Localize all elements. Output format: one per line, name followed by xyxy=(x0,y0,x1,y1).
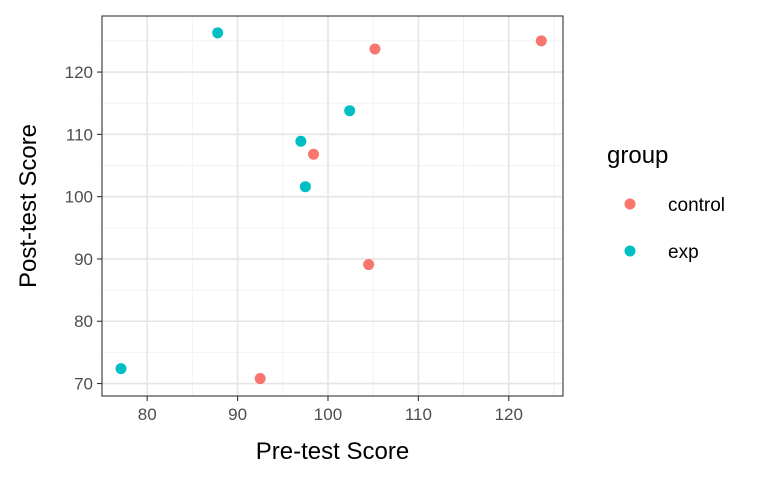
x-tick-label: 120 xyxy=(495,405,523,424)
data-point-exp xyxy=(299,181,311,193)
data-point-exp xyxy=(212,27,224,39)
y-axis-title: Post-test Score xyxy=(15,124,42,288)
x-tick-label: 100 xyxy=(314,405,342,424)
legend-title: group xyxy=(607,142,668,169)
legend-entries: control exp xyxy=(624,195,725,263)
legend: group control exp xyxy=(607,142,725,263)
legend-label-control: control xyxy=(668,195,725,216)
legend-key-exp xyxy=(624,245,636,257)
data-point-exp xyxy=(295,135,307,147)
y-tick-label: 90 xyxy=(74,250,93,269)
major-gridlines xyxy=(102,16,563,396)
legend-key-control xyxy=(624,198,636,210)
x-tick-label: 90 xyxy=(228,405,247,424)
data-point-exp xyxy=(115,363,127,375)
y-tick-label: 80 xyxy=(74,312,93,331)
x-axis-ticks: 80 90 100 110 120 xyxy=(138,396,523,424)
minor-gridlines xyxy=(101,16,563,396)
data-point-control xyxy=(308,148,320,160)
data-point-exp xyxy=(344,105,356,117)
data-point-control xyxy=(363,259,375,271)
y-tick-label: 70 xyxy=(74,375,93,394)
data-point-control xyxy=(535,35,547,47)
x-tick-label: 80 xyxy=(138,405,157,424)
y-tick-label: 100 xyxy=(65,188,93,207)
y-axis-ticks: 70 80 90 100 110 120 xyxy=(65,63,102,394)
x-axis-title: Pre-test Score xyxy=(256,438,409,465)
data-point-control xyxy=(369,43,381,55)
y-tick-label: 110 xyxy=(66,125,93,144)
data-point-control xyxy=(254,373,266,385)
legend-label-exp: exp xyxy=(668,242,699,263)
plot-panel-border xyxy=(101,15,564,397)
x-tick-label: 110 xyxy=(405,405,432,424)
y-tick-label: 120 xyxy=(65,63,93,82)
data-points xyxy=(115,27,547,385)
